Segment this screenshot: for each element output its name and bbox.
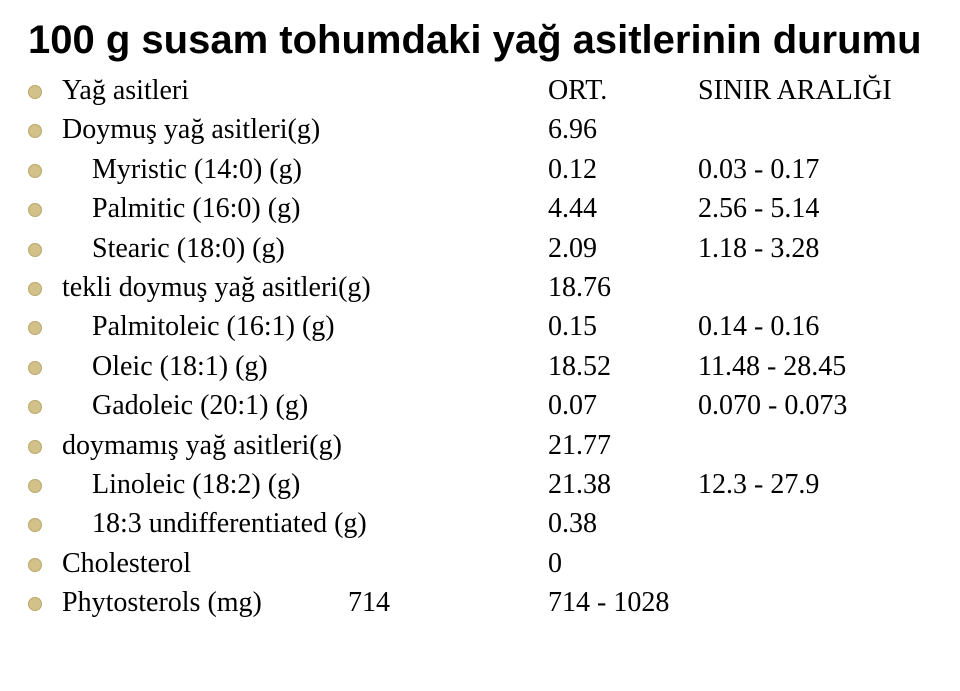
row-value: 0.15 xyxy=(548,312,698,341)
bullet-icon xyxy=(28,355,62,375)
row-range: 0.070 - 0.073 xyxy=(698,391,932,420)
bullet-icon xyxy=(28,315,62,335)
bullet-icon xyxy=(28,197,62,217)
row-range: 12.3 - 27.9 xyxy=(698,470,932,499)
row-label: Cholesterol xyxy=(62,549,191,578)
bullet-icon xyxy=(28,473,62,493)
data-row: tekli doymuş yağ asitleri(g) 18.76 xyxy=(28,273,932,302)
bullet-icon xyxy=(28,394,62,414)
row-label: 18:3 undifferentiated (g) xyxy=(62,509,367,538)
row-label: Doymuş yağ asitleri(g) xyxy=(62,115,320,144)
bullet-icon xyxy=(28,118,62,138)
data-row: Gadoleic (20:1) (g) 0.070.070 - 0.073 xyxy=(28,391,932,420)
bullet-icon xyxy=(28,276,62,296)
bullet-icon xyxy=(28,552,62,572)
row-value: 2.09 xyxy=(548,234,698,263)
row-value: 0.38 xyxy=(548,509,698,538)
bullet-icon xyxy=(28,158,62,178)
row-label: Myristic (14:0) (g) xyxy=(62,155,302,184)
phytosterols-label: Phytosterols (mg) xyxy=(62,588,262,617)
data-rows: Doymuş yağ asitleri(g) 6.96 Myristic (14:0… xyxy=(28,115,932,578)
row-label: doymamış yağ asitleri(g) xyxy=(62,431,342,460)
phytosterols-range: 714 - 1028 xyxy=(548,588,932,617)
data-row: Linoleic (18:2) (g) 21.3812.3 - 27.9 xyxy=(28,470,932,499)
row-label: Gadoleic (20:1) (g) xyxy=(62,391,308,420)
data-row: Myristic (14:0) (g) 0.120.03 - 0.17 xyxy=(28,155,932,184)
header-label: Yağ asitleri xyxy=(62,76,189,105)
phytosterols-row: Phytosterols (mg) 714 714 - 1028 xyxy=(28,588,932,617)
data-row: Doymuş yağ asitleri(g) 6.96 xyxy=(28,115,932,144)
row-label: Linoleic (18:2) (g) xyxy=(62,470,300,499)
data-row: 18:3 undifferentiated (g) 0.38 xyxy=(28,509,932,538)
bullet-icon xyxy=(28,434,62,454)
row-label: Palmitoleic (16:1) (g) xyxy=(62,312,335,341)
data-row: Palmitic (16:0) (g) 4.442.56 - 5.14 xyxy=(28,194,932,223)
row-range: 2.56 - 5.14 xyxy=(698,194,932,223)
row-value: 0 xyxy=(548,549,698,578)
row-value: 21.38 xyxy=(548,470,698,499)
header-col-range: SINIR ARALIĞI xyxy=(698,76,932,105)
row-value: 18.52 xyxy=(548,352,698,381)
phytosterols-value: 714 xyxy=(348,588,548,617)
row-range: 0.14 - 0.16 xyxy=(698,312,932,341)
bullet-icon xyxy=(28,79,62,99)
row-value: 21.77 xyxy=(548,431,698,460)
row-label: Oleic (18:1) (g) xyxy=(62,352,268,381)
row-range: 1.18 - 3.28 xyxy=(698,234,932,263)
slide-title: 100 g susam tohumdaki yağ asitlerinin du… xyxy=(28,18,932,62)
row-value: 0.07 xyxy=(548,391,698,420)
data-row: Cholesterol 0 xyxy=(28,549,932,578)
bullet-icon xyxy=(28,237,62,257)
row-range: 11.48 - 28.45 xyxy=(698,352,932,381)
row-value: 0.12 xyxy=(548,155,698,184)
data-row: Oleic (18:1) (g) 18.5211.48 - 28.45 xyxy=(28,352,932,381)
header-row: Yağ asitleri ORT. SINIR ARALIĞI xyxy=(28,76,932,105)
row-label: Stearic (18:0) (g) xyxy=(62,234,285,263)
row-label: tekli doymuş yağ asitleri(g) xyxy=(62,273,371,302)
data-row: Stearic (18:0) (g) 2.091.18 - 3.28 xyxy=(28,234,932,263)
row-label: Palmitic (16:0) (g) xyxy=(62,194,300,223)
row-value: 4.44 xyxy=(548,194,698,223)
data-row: Palmitoleic (16:1) (g) 0.150.14 - 0.16 xyxy=(28,312,932,341)
row-value: 6.96 xyxy=(548,115,698,144)
row-range: 0.03 - 0.17 xyxy=(698,155,932,184)
data-row: doymamış yağ asitleri(g) 21.77 xyxy=(28,431,932,460)
bullet-icon xyxy=(28,512,62,532)
slide-page: 100 g susam tohumdaki yağ asitlerinin du… xyxy=(0,0,960,651)
header-col-ort: ORT. xyxy=(548,76,698,105)
bullet-icon xyxy=(28,591,62,611)
row-value: 18.76 xyxy=(548,273,698,302)
